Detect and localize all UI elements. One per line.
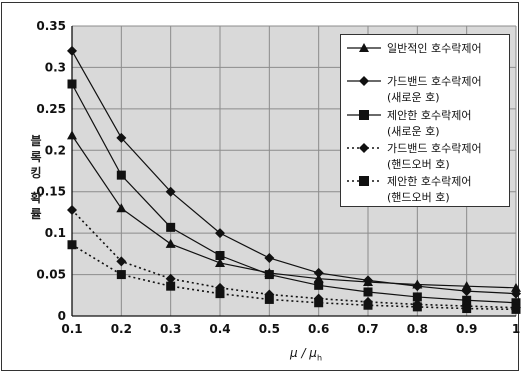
y-tick-label: 0.3 (45, 60, 66, 74)
legend-item: 가드밴드 호수락제어 (핸드오버 호) (347, 141, 507, 173)
data-point-diamond (313, 267, 324, 278)
data-point-square (166, 281, 176, 291)
data-point-square (166, 222, 176, 232)
data-point-square (462, 295, 472, 305)
x-tick-label: 0.9 (456, 322, 477, 336)
data-point-triangle (461, 281, 472, 291)
y-tick-label: 0.05 (36, 268, 66, 282)
legend-symbol-diamond-solid (347, 76, 381, 86)
chart-legend: 일반적인 호수락제어 가드밴드 호수락제어 (새로운 호) 제안한 호수락제어 (새… (340, 34, 510, 207)
legend-item: 일반적인 호수락제어 (347, 41, 507, 73)
legend-item: 제안한 호수락제어 (새로운 호) (347, 108, 507, 140)
legend-label-line2: (새로운 호) (387, 125, 440, 138)
data-point-triangle (215, 257, 225, 267)
legend-label: 제안한 호수락제어 (387, 175, 472, 188)
data-point-square (363, 300, 373, 310)
data-point-square (215, 289, 225, 299)
legend-label: 가드밴드 호수락제어 (387, 75, 482, 88)
x-axis-label: μ / μh (290, 346, 322, 362)
legend-label-line2: (핸드오버 호) (387, 158, 450, 171)
data-point-square (215, 251, 225, 261)
legend-item: 가드밴드 호수락제어 (새로운 호) (347, 74, 507, 106)
x-tick-label: 0.8 (407, 322, 428, 336)
x-tick-label: 0.7 (357, 322, 378, 336)
data-point-triangle (511, 282, 521, 292)
data-point-diamond (165, 273, 176, 284)
y-tick-label: 0.15 (36, 185, 66, 199)
legend-label: 일반적인 호수락제어 (387, 42, 482, 55)
data-point-diamond (116, 256, 127, 267)
x-axis-label-subscript: h (316, 353, 323, 363)
x-tick-label: 0.1 (61, 322, 82, 336)
legend-label: 제안한 호수락제어 (387, 109, 472, 122)
y-tick-label: 0.1 (45, 226, 66, 240)
series-line (71, 244, 517, 311)
legend-symbol-triangle-solid (347, 43, 381, 52)
y-axis-label-char: 킹 (30, 166, 42, 180)
series-line (71, 135, 517, 289)
data-point-diamond (116, 132, 127, 143)
x-tick-label: 1 (512, 322, 520, 336)
data-point-triangle (313, 273, 324, 283)
data-point-square (116, 170, 126, 180)
y-tick-label: 0.2 (45, 143, 66, 157)
y-tick-label: 0.25 (36, 102, 66, 116)
series-line (71, 50, 517, 295)
legend-symbol-square-dotted (347, 176, 381, 186)
y-tick-label: 0 (58, 309, 66, 323)
series-line (71, 209, 517, 309)
legend-label-line2: (새로운 호) (387, 91, 440, 104)
data-point-diamond (67, 45, 77, 56)
x-axis-label-main: μ / μ (290, 346, 317, 360)
data-point-diamond (363, 275, 373, 286)
y-tick-label: 0.35 (36, 19, 66, 33)
x-tick-label: 0.3 (160, 322, 181, 336)
data-point-diamond (215, 228, 225, 239)
data-point-square (264, 270, 274, 280)
data-point-square (412, 302, 422, 312)
x-tick-label: 0.2 (111, 322, 132, 336)
data-point-square (462, 304, 472, 314)
y-axis-label-char: 률 (30, 207, 42, 221)
data-point-triangle (165, 238, 176, 248)
data-point-square (511, 304, 521, 314)
data-point-diamond (165, 186, 176, 197)
data-point-diamond (67, 204, 77, 215)
data-point-triangle (67, 130, 77, 140)
data-point-diamond (412, 281, 423, 292)
data-point-square (67, 240, 77, 250)
x-tick-label: 0.6 (308, 322, 329, 336)
legend-symbol-diamond-dotted (347, 143, 381, 153)
data-point-square (412, 292, 422, 302)
data-point-triangle (116, 203, 127, 213)
y-axis-label-char: 록 (30, 150, 42, 164)
data-point-diamond (511, 288, 521, 299)
data-point-square (116, 270, 126, 280)
legend-item: 제안한 호수락제어 (핸드오버 호) (347, 174, 507, 206)
data-point-square (363, 287, 373, 297)
y-axis-label-char: 블 (30, 134, 42, 148)
legend-label: 가드밴드 호수락제어 (387, 142, 482, 155)
legend-symbol-square-solid (347, 110, 381, 120)
data-point-square (314, 298, 324, 308)
y-axis-label-char: 확 (30, 191, 42, 205)
data-point-diamond (461, 286, 472, 297)
data-point-square (314, 280, 324, 290)
legend-label-line2: (핸드오버 호) (387, 191, 450, 204)
series-line (71, 83, 517, 304)
x-tick-label: 0.4 (209, 322, 230, 336)
data-point-square (67, 79, 77, 89)
data-point-square (264, 294, 274, 304)
data-point-diamond (264, 253, 275, 263)
x-tick-label: 0.5 (259, 322, 280, 336)
